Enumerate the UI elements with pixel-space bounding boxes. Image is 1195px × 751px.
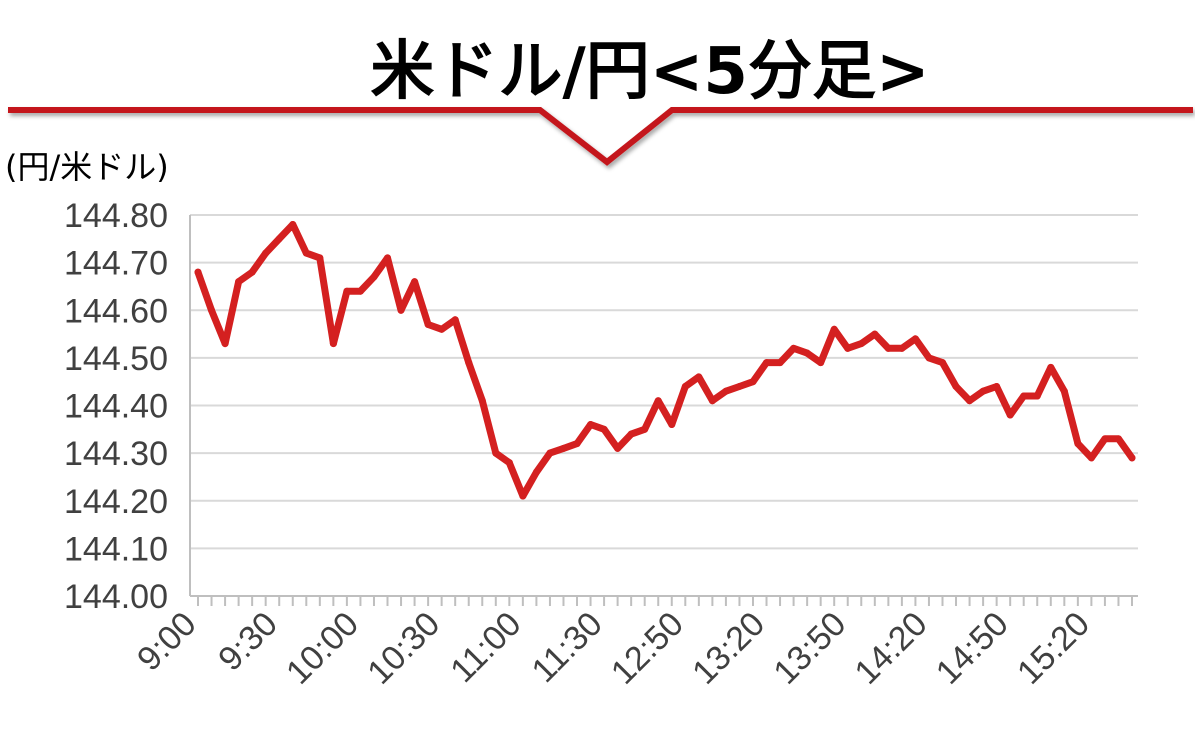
x-tick-label: 11:00	[443, 605, 528, 690]
data-point	[749, 378, 757, 386]
data-point	[370, 273, 378, 281]
series-layer	[194, 221, 1136, 500]
data-point	[532, 468, 540, 476]
gridlines	[190, 214, 1138, 550]
y-tick-label: 144.40	[64, 388, 168, 426]
data-point	[1128, 454, 1136, 462]
y-tick-label: 144.10	[64, 530, 168, 568]
data-point	[1033, 392, 1041, 400]
data-point	[411, 278, 419, 286]
y-tick-label: 144.80	[64, 197, 168, 235]
data-point	[627, 430, 635, 438]
x-tick-label: 13:50	[766, 605, 853, 692]
data-point	[221, 340, 229, 348]
x-tick-label: 14:50	[929, 605, 1016, 692]
data-point	[830, 325, 838, 333]
data-point	[1074, 440, 1082, 448]
x-tick-label: 12:50	[604, 605, 691, 692]
y-tick-label: 144.00	[64, 578, 168, 616]
x-tick-label: 10:00	[279, 605, 366, 692]
data-point	[519, 492, 527, 500]
x-tick-label: 13:20	[685, 605, 772, 692]
data-point	[248, 268, 256, 276]
data-point	[884, 344, 892, 352]
data-point	[451, 316, 459, 324]
data-point	[993, 382, 1001, 390]
data-point	[979, 387, 987, 395]
data-point	[857, 340, 865, 348]
y-tick-label: 144.60	[64, 292, 168, 330]
data-point	[722, 387, 730, 395]
y-tick-label: 144.50	[64, 340, 168, 378]
data-point	[1087, 454, 1095, 462]
data-point	[1060, 387, 1068, 395]
data-point	[343, 287, 351, 295]
data-point	[587, 421, 595, 429]
data-point	[573, 440, 581, 448]
data-point	[424, 321, 432, 329]
data-point	[1114, 435, 1122, 443]
data-point	[966, 397, 974, 405]
y-tick-label: 144.70	[64, 245, 168, 283]
data-point	[1006, 411, 1014, 419]
y-tick-label: 144.20	[64, 483, 168, 521]
data-point	[465, 359, 473, 367]
data-point	[844, 344, 852, 352]
data-point	[329, 340, 337, 348]
data-point	[803, 349, 811, 357]
data-point	[641, 425, 649, 433]
data-point	[952, 382, 960, 390]
series-line	[194, 221, 1136, 500]
data-point	[776, 359, 784, 367]
data-point	[790, 344, 798, 352]
data-point	[938, 359, 946, 367]
chart-title: 米ドル/円<5分足>	[370, 35, 929, 109]
x-tick-label: 15:20	[1010, 605, 1097, 692]
data-point	[208, 306, 216, 314]
data-point	[559, 444, 567, 452]
data-point	[546, 449, 554, 457]
data-point	[356, 287, 364, 295]
data-point	[397, 306, 405, 314]
data-point	[735, 382, 743, 390]
data-point	[911, 335, 919, 343]
data-point	[817, 359, 825, 367]
x-tick-label: 9:30	[211, 605, 285, 679]
y-axis-unit-label: (円/米ドル)	[5, 148, 169, 186]
data-point	[194, 268, 202, 276]
data-point	[384, 254, 392, 262]
data-point	[898, 344, 906, 352]
data-point	[681, 382, 689, 390]
data-point	[668, 421, 676, 429]
data-point	[871, 330, 879, 338]
data-point	[438, 325, 446, 333]
data-point	[925, 354, 933, 362]
data-point	[1020, 392, 1028, 400]
data-point	[763, 359, 771, 367]
data-point	[275, 235, 283, 243]
data-point	[695, 373, 703, 381]
y-axis-ticks: 144.80 144.70 144.60 144.50 144.40 144.30 144.…	[64, 197, 168, 616]
data-point	[289, 221, 297, 229]
data-point	[654, 397, 662, 405]
data-point	[600, 425, 608, 433]
data-point	[1047, 363, 1055, 371]
data-point	[478, 397, 486, 405]
data-point	[316, 254, 324, 262]
y-tick-label: 144.30	[64, 435, 168, 473]
data-point	[262, 249, 270, 257]
data-point	[505, 459, 513, 467]
data-point	[614, 444, 622, 452]
data-point	[235, 278, 243, 286]
data-point	[1101, 435, 1109, 443]
x-tick-label: 10:30	[360, 605, 447, 692]
data-point	[492, 449, 500, 457]
x-tick-label: 11:30	[524, 605, 609, 690]
x-tick-label: 14:20	[848, 605, 935, 692]
data-point	[302, 249, 310, 257]
data-point	[708, 397, 716, 405]
title-underline	[8, 107, 1193, 166]
